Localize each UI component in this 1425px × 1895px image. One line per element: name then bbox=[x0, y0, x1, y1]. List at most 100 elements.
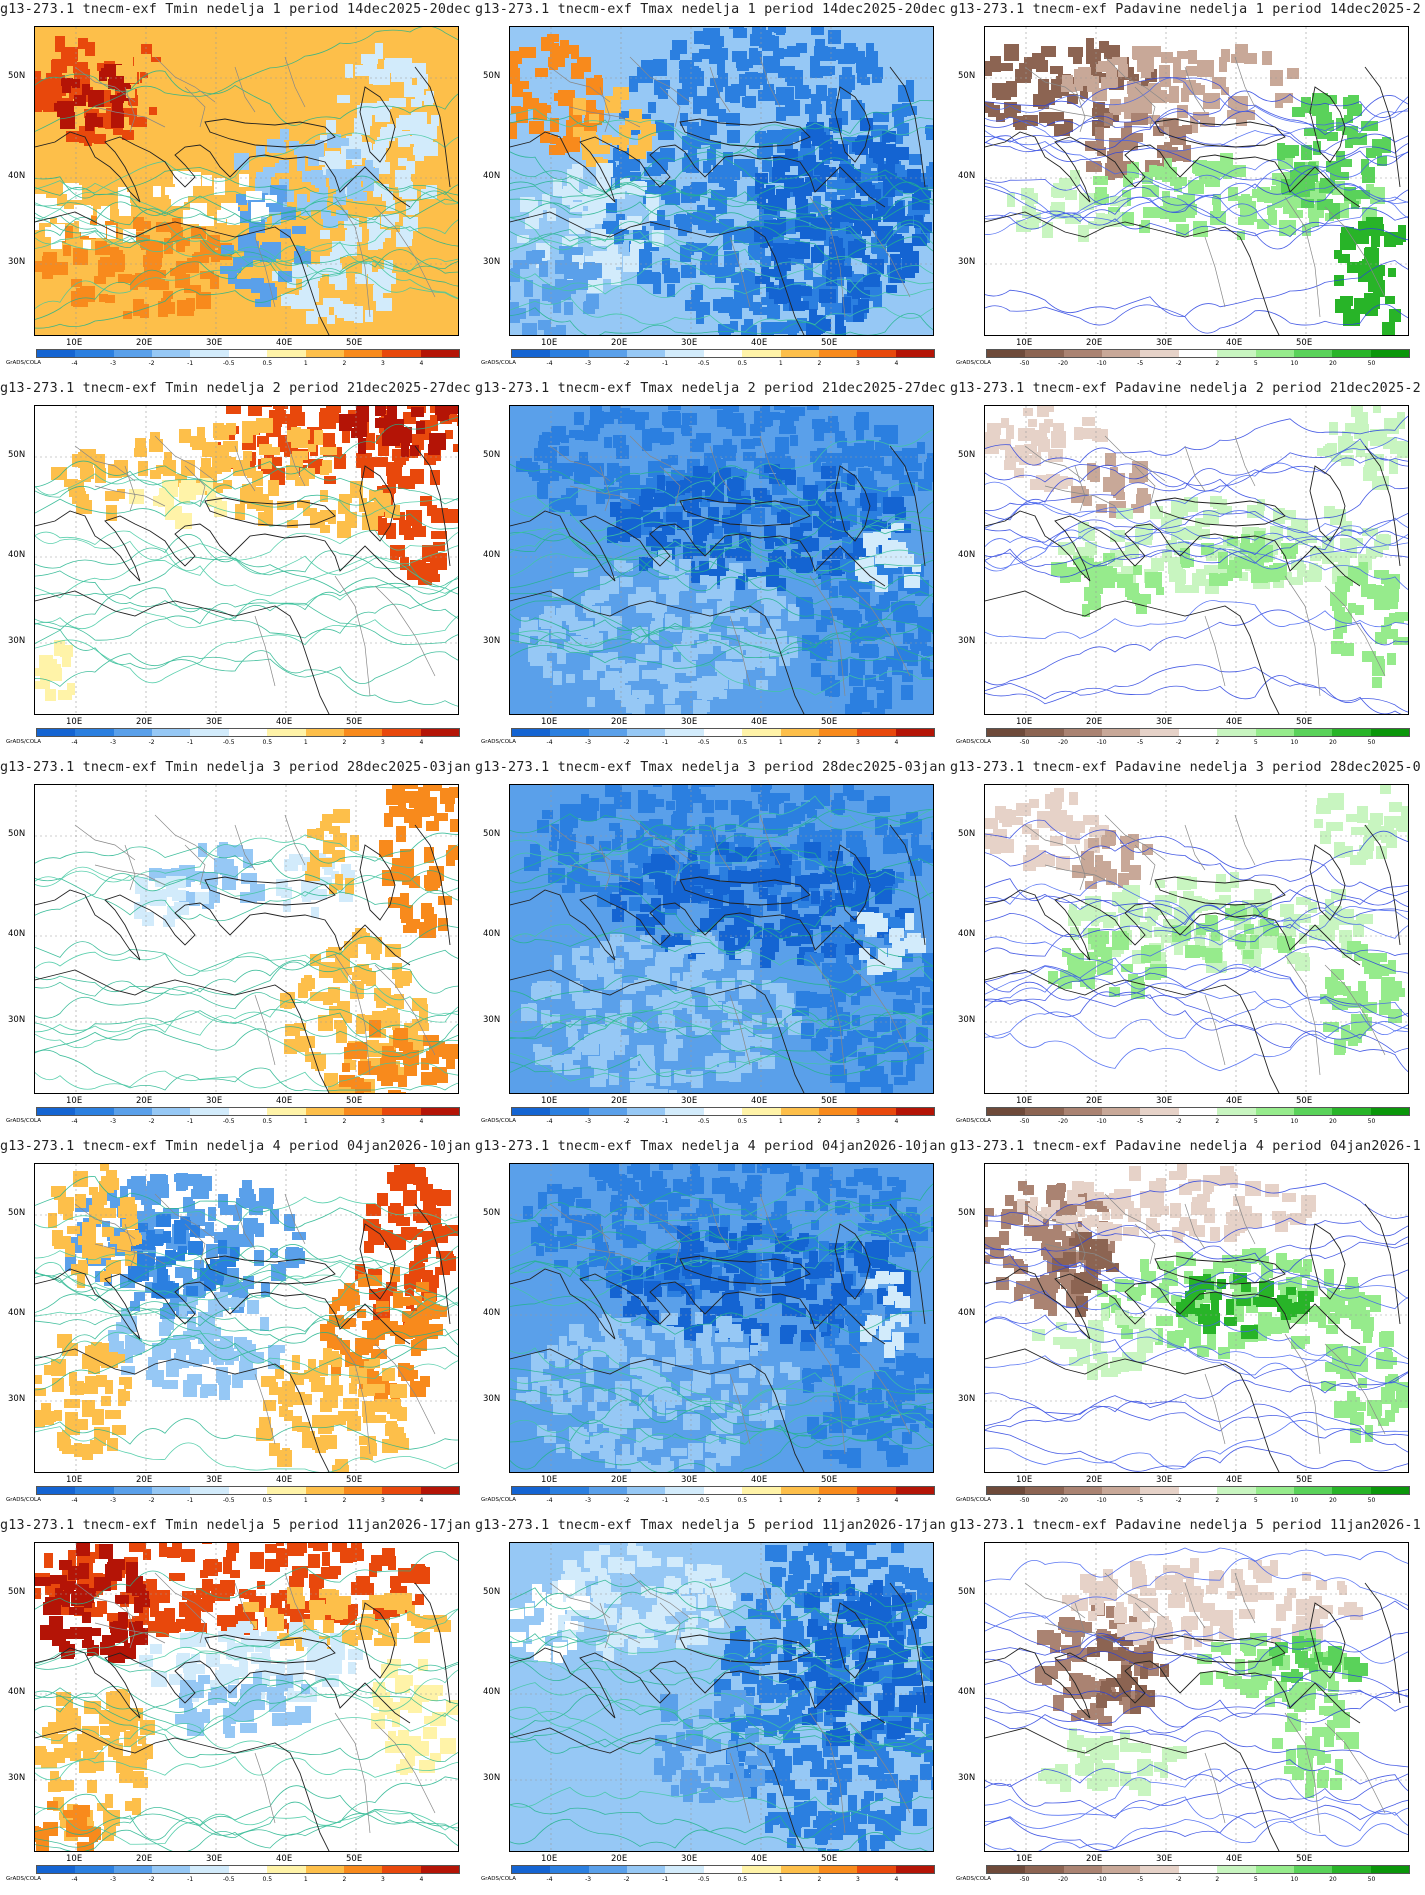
colorbar-tick-label: 3 bbox=[380, 1497, 385, 1504]
latitude-label: 40N bbox=[483, 1308, 501, 1318]
colorbar-tick-label: -10 bbox=[1096, 1876, 1107, 1883]
longitude-label: 50E bbox=[346, 1475, 363, 1485]
colorbar-swatch bbox=[1217, 1108, 1256, 1115]
colorbar-swatch bbox=[987, 350, 1026, 357]
colorbar-swatch bbox=[1217, 350, 1256, 357]
map-area bbox=[984, 784, 1409, 1094]
colorbar-swatch bbox=[512, 350, 551, 357]
colorbar-swatch bbox=[818, 1866, 858, 1873]
colorbar-swatch bbox=[703, 350, 743, 357]
colorbar-swatch bbox=[895, 350, 934, 357]
colorbar-swatch bbox=[343, 350, 383, 357]
colorbar-tick-label: 20 bbox=[1329, 1876, 1337, 1883]
colorbar-tick-label: -2 bbox=[623, 1118, 630, 1125]
longitude-label: 50E bbox=[821, 338, 838, 348]
colorbar-swatch bbox=[190, 729, 229, 736]
map-field bbox=[985, 785, 1408, 1093]
colorbar-swatch bbox=[703, 1108, 743, 1115]
colorbar-tick-label: 5 bbox=[1253, 1876, 1258, 1883]
colorbar-swatch bbox=[703, 1866, 743, 1873]
colorbar-tick-label: 3 bbox=[855, 1497, 860, 1504]
colorbar-swatch bbox=[742, 1866, 781, 1873]
colorbar-tick-label: -4 bbox=[546, 1876, 553, 1883]
colorbar-tick-label: 1 bbox=[778, 1497, 783, 1504]
map-panel-tmin-week-4: g13-273.1 tnecm-exf Tmin nedelja 4 perio… bbox=[0, 1137, 475, 1516]
colorbar-swatch bbox=[1178, 1866, 1218, 1873]
colorbar-tick-label: -4 bbox=[71, 1497, 78, 1504]
colorbar-tick-label: -5 bbox=[1137, 1118, 1144, 1125]
longitude-label: 20E bbox=[611, 338, 628, 348]
panel-title: g13-273.1 tnecm-exf Tmin nedelja 2 perio… bbox=[0, 381, 470, 396]
longitude-label: 10E bbox=[66, 1475, 83, 1485]
latitude-label: 30N bbox=[8, 636, 26, 646]
colorbar-swatch bbox=[382, 1108, 421, 1115]
colorbar-swatch bbox=[780, 729, 819, 736]
colorbar-tick-label: -50 bbox=[1019, 739, 1030, 746]
colorbar-tick-label: 10 bbox=[1290, 1118, 1299, 1125]
colorbar-swatch bbox=[1178, 1487, 1218, 1494]
grads-credit: GrADS/COLA bbox=[956, 1118, 991, 1124]
colorbar-swatch bbox=[75, 1487, 114, 1494]
colorbar bbox=[36, 349, 460, 358]
longitude-label: 20E bbox=[1086, 1854, 1103, 1864]
grads-credit: GrADS/COLA bbox=[481, 1497, 516, 1503]
colorbar bbox=[986, 728, 1410, 737]
colorbar-tick-label: 4 bbox=[419, 1497, 424, 1504]
longitude-label: 20E bbox=[1086, 717, 1103, 727]
map-field bbox=[510, 1543, 933, 1851]
colorbar bbox=[36, 728, 460, 737]
latitude-label: 50N bbox=[483, 1208, 501, 1218]
colorbar-swatch bbox=[267, 350, 306, 357]
colorbar-swatch bbox=[382, 1866, 421, 1873]
colorbar-swatch bbox=[152, 1108, 191, 1115]
colorbar-swatch bbox=[550, 1487, 589, 1494]
colorbar-swatch bbox=[780, 1866, 819, 1873]
colorbar-swatch bbox=[1178, 729, 1218, 736]
colorbar-swatch bbox=[1140, 1866, 1179, 1873]
colorbar-labels: -4 -3 -2 -1 -0.5 0.5 1 2 3 4 bbox=[36, 739, 460, 749]
colorbar-tick-label: 0.5 bbox=[737, 1118, 748, 1125]
longitude-label: 10E bbox=[541, 1475, 558, 1485]
colorbar-swatch bbox=[1140, 1108, 1179, 1115]
colorbar-tick-label: -3 bbox=[585, 360, 592, 367]
colorbar-swatch bbox=[895, 1487, 934, 1494]
longitude-label: 20E bbox=[1086, 338, 1103, 348]
colorbar-swatch bbox=[75, 350, 114, 357]
colorbar-tick-label: 50 bbox=[1367, 1876, 1376, 1883]
colorbar-swatch bbox=[1255, 1866, 1294, 1873]
colorbar-swatch bbox=[1140, 350, 1179, 357]
map-field bbox=[35, 785, 458, 1093]
colorbar-swatch bbox=[382, 350, 421, 357]
latitude-label: 30N bbox=[8, 1015, 26, 1025]
latitude-label: 30N bbox=[958, 636, 976, 646]
latitude-label: 40N bbox=[958, 1308, 976, 1318]
longitude-label: 10E bbox=[541, 717, 558, 727]
colorbar-tick-label: -2 bbox=[148, 1497, 155, 1504]
longitude-label: 30E bbox=[1156, 1854, 1173, 1864]
longitude-label: 10E bbox=[66, 338, 83, 348]
colorbar-swatch bbox=[305, 1866, 344, 1873]
map-area bbox=[509, 26, 934, 336]
colorbar-tick-label: 50 bbox=[1367, 1497, 1376, 1504]
panel-title: g13-273.1 tnecm-exf Padavine nedelja 5 p… bbox=[950, 1518, 1420, 1533]
colorbar-swatch bbox=[1140, 729, 1179, 736]
longitude-label: 20E bbox=[136, 717, 153, 727]
colorbar-swatch bbox=[305, 350, 344, 357]
colorbar-swatch bbox=[1332, 1487, 1371, 1494]
map-panel-tmin-week-1: g13-273.1 tnecm-exf Tmin nedelja 1 perio… bbox=[0, 0, 475, 379]
colorbar-swatch bbox=[1025, 1487, 1064, 1494]
colorbar-swatch bbox=[1178, 1108, 1218, 1115]
colorbar-swatch bbox=[987, 1108, 1026, 1115]
colorbar bbox=[36, 1865, 460, 1874]
colorbar-swatch bbox=[267, 1866, 306, 1873]
colorbar-tick-label: -3 bbox=[585, 1876, 592, 1883]
colorbar-tick-label: -3 bbox=[110, 1876, 117, 1883]
colorbar-tick-label: -1 bbox=[662, 1497, 669, 1504]
colorbar-labels: -4 -3 -2 -1 -0.5 0.5 1 2 3 4 bbox=[36, 1497, 460, 1507]
colorbar-swatch bbox=[382, 1487, 421, 1494]
grads-credit: GrADS/COLA bbox=[956, 1497, 991, 1503]
latitude-label: 40N bbox=[8, 171, 26, 181]
map-field bbox=[985, 27, 1408, 335]
colorbar-swatch bbox=[152, 729, 191, 736]
colorbar-swatch bbox=[895, 1866, 934, 1873]
